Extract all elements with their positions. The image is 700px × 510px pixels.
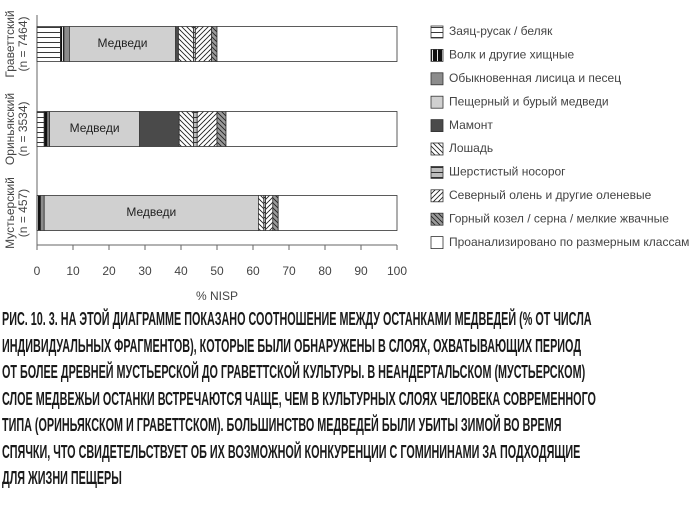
bar-segment xyxy=(43,111,49,147)
legend-swatch xyxy=(430,95,444,109)
legend-label: Волк и другие хищные xyxy=(449,48,574,62)
chart: % NISP 0 10 20 30 40 50 60 70 80 90 100 Медведи Грав… xyxy=(3,10,689,303)
category-name: Граветтский xyxy=(3,10,17,77)
legend-label: Северный олень и другие оленевые xyxy=(449,188,652,202)
caption-line: ИНДИВИДУАЛЬНЫХ ФРАГМЕНТОВ), КОТОРЫЕ БЫЛИ… xyxy=(2,335,582,356)
bar-segment xyxy=(196,111,218,147)
bar-segment xyxy=(178,26,194,62)
bar-segment xyxy=(139,111,180,147)
x-tick-label: 20 xyxy=(102,264,116,278)
bar-segment xyxy=(216,111,227,147)
bar-segment xyxy=(40,195,45,231)
legend-swatch xyxy=(430,72,444,86)
bar-label: Медведи xyxy=(70,121,120,135)
caption: РИС. 10. 3. НА ЭТОЙ ДИАГРАММЕ ПОКАЗАНО С… xyxy=(2,306,680,492)
bar-segment xyxy=(225,111,398,147)
x-axis-label: % NISP xyxy=(196,289,238,303)
bar-segment xyxy=(60,26,65,62)
x-tick-label: 60 xyxy=(246,264,260,278)
x-tick-label: 90 xyxy=(354,264,368,278)
legend-label: Мамонт xyxy=(449,118,493,132)
x-tick-label: 40 xyxy=(174,264,188,278)
category-label: Мустьерский (n = 457) xyxy=(3,177,30,249)
x-tick-label: 30 xyxy=(138,264,152,278)
x-tick-label: 50 xyxy=(210,264,224,278)
legend-swatch xyxy=(430,236,444,250)
bar-segment xyxy=(277,195,398,231)
caption-line: ОТ БОЛЕЕ ДРЕВНЕЙ МУСТЬЕРСКОЙ ДО ГРАВЕТТС… xyxy=(2,362,586,382)
bar-segment xyxy=(175,26,179,62)
bar-segment xyxy=(36,26,61,62)
x-tick-label: 100 xyxy=(387,264,407,278)
bar-segment xyxy=(211,26,218,62)
bar-segment xyxy=(69,26,176,62)
legend-swatch xyxy=(430,119,444,132)
bar-segment xyxy=(194,26,212,62)
bar-segment xyxy=(36,111,45,147)
bar-segment xyxy=(178,111,194,147)
legend-swatch xyxy=(430,165,444,179)
bar-segment xyxy=(36,195,41,231)
caption-line: ДЛЯ ЖИЗНИ ПЕЩЕРЫ xyxy=(2,468,122,488)
caption-line: РИС. 10. 3. НА ЭТОЙ ДИАГРАММЕ ПОКАЗАНО С… xyxy=(2,309,592,329)
caption-line: СПЯЧКИ, ЧТО СВИДЕТЕЛЬСТВУЕТ ОБ ИХ ВОЗМОЖ… xyxy=(2,441,581,462)
bar-segment xyxy=(216,26,398,62)
bar-label: Медведи xyxy=(126,205,176,219)
legend-label: Обыкновенная лисица и песец xyxy=(449,71,621,85)
legend-label: Пещерный и бурый медведи xyxy=(449,94,609,108)
category-name: Ориньякский xyxy=(3,93,17,165)
bar-segment xyxy=(257,195,265,231)
category-name: Мустьерский xyxy=(3,177,17,249)
bar-segment xyxy=(43,195,259,231)
category-label: Граветтский (n = 7464) xyxy=(3,10,30,77)
x-tick-label: 10 xyxy=(66,264,80,278)
category-label: Ориньякский (n = 3534) xyxy=(3,93,30,165)
caption-line: СЛОЕ МЕДВЕЖЬИ ОСТАНКИ ВСТРЕЧАЮТСЯ ЧАЩЕ, … xyxy=(2,388,596,409)
legend-swatch xyxy=(430,142,444,156)
bar-segment xyxy=(265,195,274,231)
legend-label: Заяц-русак / беляк xyxy=(449,24,553,38)
caption-line: ТИПА (ОРИНЬЯКСКОМ И ГРАВЕТТСКОМ). БОЛЬШИ… xyxy=(2,415,562,435)
bar-segment xyxy=(193,111,198,147)
category-note: (n = 7464) xyxy=(16,16,30,71)
bar-segment xyxy=(63,26,70,62)
x-tick-label: 70 xyxy=(282,264,296,278)
bar-segment xyxy=(272,195,279,231)
legend-swatch xyxy=(430,189,444,203)
legend-label: Горный козел / серна / мелкие жвачные xyxy=(449,211,669,225)
bar-segment xyxy=(49,111,140,147)
category-note: (n = 3534) xyxy=(16,101,30,156)
legend-label: Шерстистый носорог xyxy=(449,165,566,179)
category-note: (n = 457) xyxy=(16,189,30,237)
bar-label: Медведи xyxy=(98,36,148,50)
x-tick-label: 0 xyxy=(34,264,41,278)
legend-label: Проанализировано по размерным классам xyxy=(449,235,689,249)
legend-swatch xyxy=(430,212,444,226)
x-tick-label: 80 xyxy=(318,264,332,278)
legend-label: Лошадь xyxy=(449,141,493,155)
legend-swatch xyxy=(430,49,444,62)
legend-swatch xyxy=(430,25,444,39)
